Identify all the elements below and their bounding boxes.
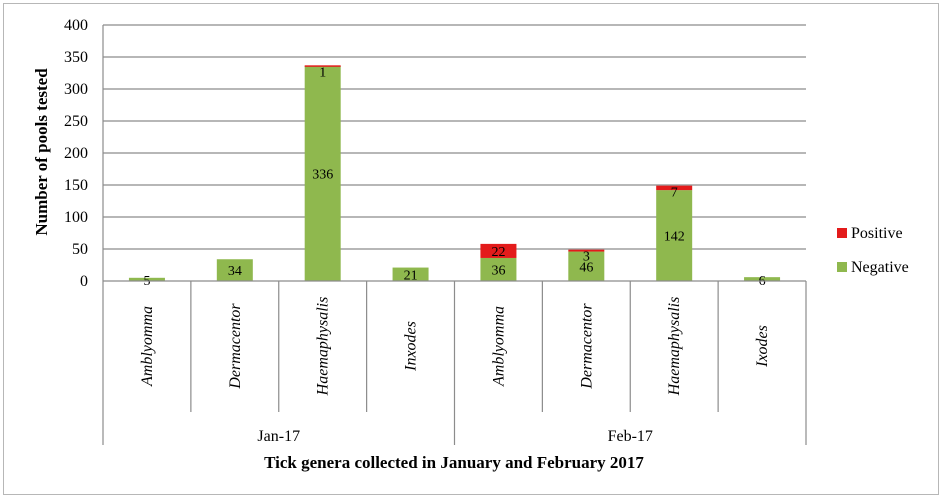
y-tick-label: 250 xyxy=(64,113,88,130)
y-tick-label: 300 xyxy=(64,81,88,98)
category-label: Amblyomma xyxy=(139,306,156,387)
bar-negative xyxy=(216,259,253,281)
y-axis-ticks: 0 50 100 150 200 250 300 350 400 xyxy=(64,17,88,290)
y-axis-label: Number of pools tested xyxy=(32,68,51,236)
bar-positive xyxy=(656,185,693,191)
data-label-negative: 36 xyxy=(491,263,505,278)
bar-positive xyxy=(480,243,517,258)
category-label: Dermacentor xyxy=(578,303,595,390)
category-label: Haemaphysalis xyxy=(666,297,683,397)
bar-positive xyxy=(304,65,341,67)
data-label-negative: 34 xyxy=(228,264,242,279)
x-axis-label: Tick genera collected in January and Feb… xyxy=(264,453,644,472)
x-axis: Amblyomma Dermacentor Haemaphysalis Inxodes… xyxy=(102,25,807,445)
y-tick-label: 350 xyxy=(64,49,88,66)
data-label-positive: 7 xyxy=(671,186,678,201)
category-label: Dermacentor xyxy=(227,303,244,390)
bar-negative xyxy=(304,65,341,282)
legend-entry: Negative xyxy=(851,259,909,276)
y-tick-label: 200 xyxy=(64,145,88,162)
data-label-positive: 1 xyxy=(319,65,326,80)
bar-positive xyxy=(568,249,605,252)
bar-negative xyxy=(392,267,429,281)
data-label-negative: 21 xyxy=(404,268,418,283)
category-label: Amblyomma xyxy=(490,306,507,387)
data-label-positive: 22 xyxy=(491,245,505,260)
y-tick-label: 0 xyxy=(80,273,88,290)
category-label: Haemaphysalis xyxy=(315,297,332,397)
chart-frame xyxy=(3,3,939,495)
group-label: Feb-17 xyxy=(608,428,653,445)
bar-negative xyxy=(656,190,693,281)
legend-entry: Positive xyxy=(851,225,903,242)
y-tick-label: 100 xyxy=(64,209,88,226)
y-tick-label: 400 xyxy=(64,17,88,34)
data-label-positive: 3 xyxy=(583,250,590,265)
group-label: Jan-17 xyxy=(257,428,300,445)
bar-negative xyxy=(744,277,781,281)
category-label: Inxodes xyxy=(403,321,420,372)
data-label-negative: 142 xyxy=(664,230,685,245)
data-label-negative: 336 xyxy=(312,167,333,182)
legend-swatch xyxy=(837,228,847,238)
bars xyxy=(128,65,781,282)
category-label: Ixodes xyxy=(754,325,771,368)
legend-swatch xyxy=(837,262,847,272)
y-tick-label: 50 xyxy=(72,241,88,258)
bar-negative xyxy=(480,257,517,281)
gridlines xyxy=(103,24,806,250)
legend: Positive Negative xyxy=(837,225,909,276)
bar-negative xyxy=(568,251,605,281)
y-tick-label: 150 xyxy=(64,177,88,194)
data-label-negative: 46 xyxy=(579,260,593,275)
bar-negative xyxy=(128,277,165,281)
